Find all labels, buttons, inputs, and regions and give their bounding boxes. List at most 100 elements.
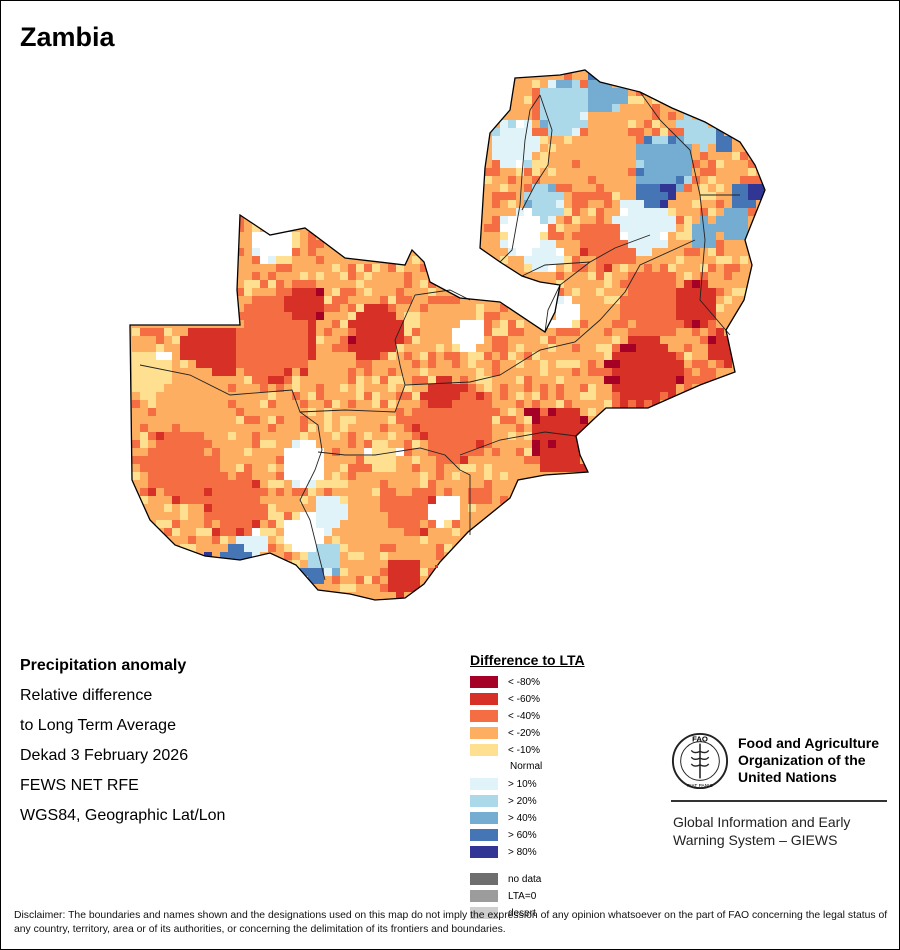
- anomaly-cell: [388, 352, 396, 360]
- anomaly-cell: [188, 472, 196, 480]
- anomaly-cell: [468, 480, 476, 488]
- anomaly-cell: [244, 360, 252, 368]
- anomaly-cell: [428, 456, 436, 464]
- anomaly-cell: [604, 256, 612, 264]
- anomaly-cell: [292, 336, 300, 344]
- anomaly-cell: [396, 392, 404, 400]
- anomaly-cell: [300, 336, 308, 344]
- anomaly-cell: [604, 296, 612, 304]
- anomaly-cell: [380, 352, 388, 360]
- anomaly-cell: [180, 408, 188, 416]
- anomaly-cell: [316, 376, 324, 384]
- anomaly-cell: [380, 592, 388, 600]
- anomaly-cell: [204, 488, 212, 496]
- anomaly-cell: [332, 504, 340, 512]
- anomaly-cell: [620, 128, 628, 136]
- anomaly-cell: [684, 208, 692, 216]
- anomaly-cell: [404, 368, 412, 376]
- anomaly-cell: [404, 536, 412, 544]
- anomaly-cell: [476, 472, 484, 480]
- anomaly-cell: [340, 352, 348, 360]
- anomaly-cell: [588, 104, 596, 112]
- anomaly-cell: [260, 360, 268, 368]
- anomaly-cell: [308, 400, 316, 408]
- anomaly-cell: [548, 440, 556, 448]
- anomaly-cell: [420, 432, 428, 440]
- anomaly-cell: [420, 424, 428, 432]
- anomaly-cell: [596, 136, 604, 144]
- anomaly-cell: [268, 304, 276, 312]
- anomaly-cell: [548, 200, 556, 208]
- anomaly-cell: [300, 312, 308, 320]
- anomaly-cell: [188, 464, 196, 472]
- anomaly-cell: [620, 160, 628, 168]
- anomaly-cell: [164, 520, 172, 528]
- anomaly-cell: [684, 216, 692, 224]
- anomaly-cell: [500, 144, 508, 152]
- anomaly-cell: [244, 312, 252, 320]
- anomaly-cell: [572, 408, 580, 416]
- anomaly-cell: [660, 328, 668, 336]
- anomaly-cell: [524, 240, 532, 248]
- anomaly-cell: [172, 344, 180, 352]
- anomaly-cell: [292, 392, 300, 400]
- anomaly-cell: [676, 112, 684, 120]
- anomaly-cell: [308, 392, 316, 400]
- anomaly-cell: [436, 432, 444, 440]
- anomaly-cell: [508, 336, 516, 344]
- anomaly-cell: [380, 448, 388, 456]
- anomaly-cell: [668, 168, 676, 176]
- anomaly-cell: [244, 336, 252, 344]
- anomaly-cell: [452, 448, 460, 456]
- anomaly-cell: [572, 168, 580, 176]
- anomaly-cell: [300, 464, 308, 472]
- anomaly-cell: [596, 152, 604, 160]
- anomaly-cell: [668, 328, 676, 336]
- anomaly-cell: [604, 216, 612, 224]
- anomaly-cell: [636, 104, 644, 112]
- anomaly-cell: [620, 112, 628, 120]
- anomaly-cell: [260, 456, 268, 464]
- legend-class-row: Normal: [470, 759, 585, 776]
- anomaly-cell: [564, 440, 572, 448]
- anomaly-cell: [284, 504, 292, 512]
- anomaly-cell: [564, 248, 572, 256]
- anomaly-cell: [412, 448, 420, 456]
- anomaly-cell: [508, 368, 516, 376]
- anomaly-cell: [612, 208, 620, 216]
- legend-extra-row: desert: [470, 905, 585, 922]
- anomaly-cell: [676, 184, 684, 192]
- anomaly-cell: [236, 432, 244, 440]
- anomaly-cell: [388, 584, 396, 592]
- anomaly-cell: [748, 216, 756, 224]
- anomaly-cell: [732, 248, 740, 256]
- anomaly-cell: [412, 272, 420, 280]
- anomaly-cell: [604, 200, 612, 208]
- anomaly-cell: [668, 240, 676, 248]
- anomaly-cell: [372, 592, 380, 600]
- anomaly-cell: [396, 552, 404, 560]
- anomaly-cell: [308, 248, 316, 256]
- anomaly-cell: [348, 456, 356, 464]
- anomaly-cell: [572, 104, 580, 112]
- anomaly-cell: [196, 336, 204, 344]
- anomaly-cell: [452, 368, 460, 376]
- anomaly-cell: [740, 248, 748, 256]
- anomaly-cell: [740, 176, 748, 184]
- anomaly-cell: [308, 312, 316, 320]
- anomaly-cell: [420, 408, 428, 416]
- anomaly-cell: [188, 496, 196, 504]
- anomaly-cell: [508, 144, 516, 152]
- anomaly-cell: [396, 320, 404, 328]
- anomaly-cell: [324, 248, 332, 256]
- anomaly-cell: [436, 552, 444, 560]
- anomaly-cell: [356, 456, 364, 464]
- anomaly-cell: [740, 152, 748, 160]
- anomaly-cell: [652, 136, 660, 144]
- anomaly-cell: [436, 488, 444, 496]
- anomaly-cell: [492, 208, 500, 216]
- anomaly-cell: [452, 304, 460, 312]
- anomaly-cell: [244, 384, 252, 392]
- anomaly-cell: [404, 312, 412, 320]
- anomaly-cell: [564, 136, 572, 144]
